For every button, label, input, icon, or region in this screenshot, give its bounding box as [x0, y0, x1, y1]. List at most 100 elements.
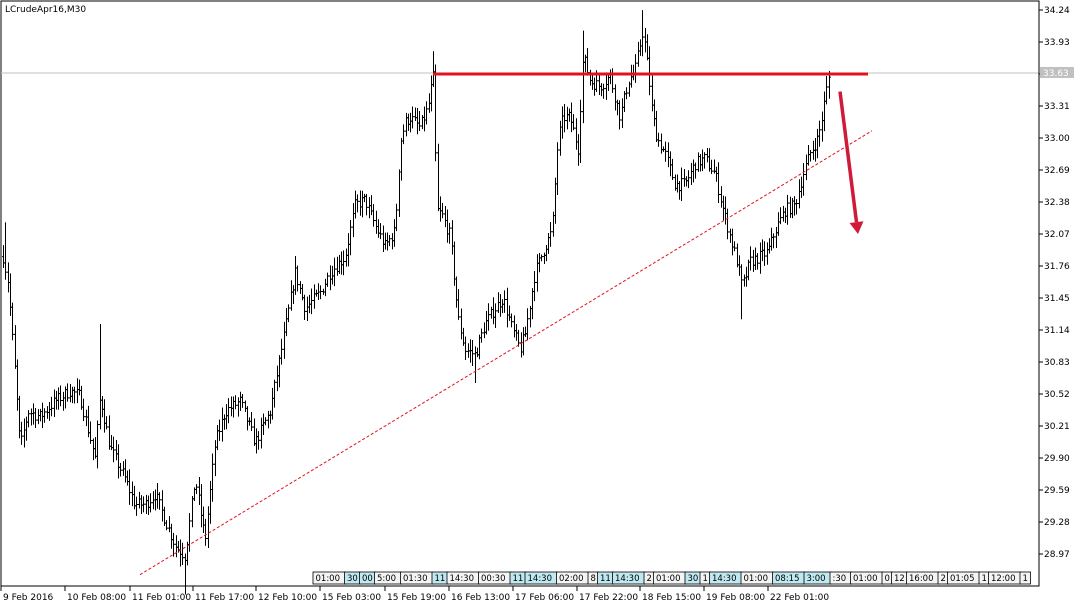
ohlc-bar — [287, 304, 290, 323]
svg-text:12: 12 — [894, 574, 905, 584]
session-tag: 14:30 — [612, 571, 646, 585]
x-tick-label: 15 Feb 03:00 — [322, 593, 381, 603]
y-tick-label: 32.69 — [1044, 166, 1070, 176]
ohlc-bar — [411, 106, 414, 129]
x-tick-label: 18 Feb 15:00 — [642, 593, 701, 603]
y-tick-label: 33.31 — [1044, 102, 1070, 112]
session-tag: 1 — [1019, 571, 1031, 585]
ohlc-bar — [89, 421, 92, 444]
ohlc-bar — [802, 163, 805, 196]
session-tag: 02:00 — [556, 571, 590, 585]
ohlc-bar — [680, 167, 683, 202]
svg-text:11: 11 — [513, 574, 524, 584]
y-tick-label: 28.97 — [1044, 550, 1070, 560]
ohlc-bar — [27, 410, 30, 428]
current-price-tag: 33.63 — [1040, 66, 1074, 79]
session-tag: 2 — [937, 571, 949, 585]
session-tag: 01:05 — [947, 571, 981, 585]
session-tag: 01:00 — [312, 571, 346, 585]
ohlc-bar — [517, 329, 520, 347]
ohlc-bar — [602, 83, 605, 99]
ascending-trendline[interactable] — [139, 130, 873, 576]
ohlc-bar — [441, 202, 444, 219]
down-arrow-icon[interactable] — [838, 91, 864, 234]
y-tick-label: 31.76 — [1044, 262, 1070, 272]
ohlc-bar — [763, 241, 766, 266]
ohlc-bar — [733, 241, 736, 252]
svg-text:14:30: 14:30 — [528, 574, 553, 584]
ohlc-bar — [211, 453, 214, 502]
ohlc-bar — [388, 234, 391, 247]
time-axis: 9 Feb 2016 10 Feb 08:00 11 Feb 01:00 11 Feb… — [0, 586, 829, 603]
svg-text:08:15: 08:15 — [775, 574, 800, 584]
ohlc-bar — [303, 294, 306, 320]
x-tick-label: 9 Feb 2016 — [3, 593, 54, 603]
ohlc-bar — [20, 421, 23, 445]
ohlc-bar — [671, 158, 674, 181]
ohlc-bar — [657, 132, 660, 147]
svg-text:01:30: 01:30 — [403, 574, 428, 584]
ohlc-bar — [434, 64, 437, 162]
svg-text:01:00: 01:00 — [316, 574, 341, 584]
ohlc-bar — [257, 431, 260, 450]
ohlc-bar — [4, 222, 7, 280]
svg-text::30: :30 — [833, 574, 847, 584]
session-tag: 16:00 — [906, 571, 940, 585]
session-tag: 8 — [587, 571, 599, 585]
ohlc-bar — [218, 419, 221, 441]
ohlc-bar — [234, 395, 237, 410]
ohlc-bar — [664, 141, 667, 162]
ohlc-bar — [494, 303, 497, 328]
ohlc-bar — [703, 152, 706, 169]
ohlc-bar — [395, 203, 398, 232]
ohlc-bar — [579, 99, 582, 164]
x-tick-label: 12 Feb 10:00 — [258, 593, 317, 603]
chart-drawings[interactable] — [139, 72, 873, 576]
session-tag: 2 — [643, 571, 655, 585]
ohlc-bar — [572, 113, 575, 131]
x-tick-label: 11 Feb 01:00 — [132, 593, 191, 603]
svg-text:00: 00 — [362, 574, 373, 584]
session-tag: 11 — [597, 571, 614, 585]
ohlc-bar — [128, 469, 131, 505]
ohlc-bar — [641, 10, 644, 57]
session-tag: 12 — [891, 571, 908, 585]
svg-text:01:05: 01:05 — [950, 574, 975, 584]
session-tag: 08:15 — [772, 571, 806, 585]
svg-text:30: 30 — [347, 574, 358, 584]
ohlc-bar — [172, 532, 175, 557]
svg-text:3:00: 3:00 — [807, 574, 826, 584]
x-tick-label: 16 Feb 13:00 — [451, 593, 510, 603]
price-bars — [2, 10, 831, 595]
session-tag: 1 — [978, 571, 990, 585]
session-tag: 14:30 — [709, 571, 743, 585]
ohlc-bar — [119, 462, 122, 477]
ohlc-bar — [195, 484, 198, 494]
ohlc-bar — [241, 394, 244, 408]
ohlc-bar — [818, 120, 821, 147]
session-tag: 01:00 — [653, 571, 687, 585]
ohlc-bar — [772, 233, 775, 249]
svg-text:2: 2 — [647, 574, 652, 584]
ohlc-bar — [480, 328, 483, 343]
ohlc-bar — [402, 124, 405, 145]
ohlc-bar — [487, 303, 490, 331]
session-tag: 11 — [431, 571, 449, 585]
ohlc-bar — [648, 46, 651, 96]
ohlc-bar — [510, 313, 513, 328]
ohlc-bar — [625, 87, 628, 100]
ohlc-bar — [795, 199, 798, 215]
session-tag: 01:30 — [400, 571, 434, 585]
ohlc-bar — [59, 385, 62, 407]
svg-text:01:00: 01:00 — [744, 574, 769, 584]
ohlc-bar — [418, 110, 421, 132]
x-tick-label: 15 Feb 19:00 — [387, 593, 446, 603]
ohlc-bar — [356, 194, 359, 213]
ohlc-bar — [687, 170, 690, 189]
session-tags: 01:00 30 00 5:00 01:30 11 14:30 00:30 11 14:30 02:… — [312, 571, 1031, 585]
y-tick-label: 32.38 — [1044, 198, 1070, 208]
svg-text:16:00: 16:00 — [909, 574, 934, 584]
